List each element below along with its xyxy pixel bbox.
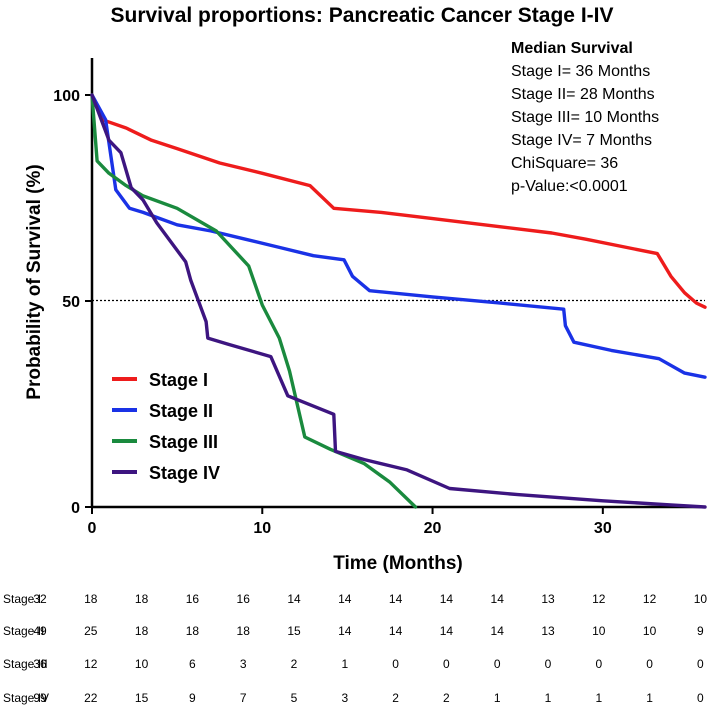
annotation-line: Stage I= 36 Months bbox=[511, 63, 650, 80]
risk-table-cell: 12 bbox=[84, 657, 98, 671]
risk-table-cell: 1 bbox=[545, 691, 552, 705]
risk-table-cell: 25 bbox=[84, 624, 98, 638]
series-lines bbox=[90, 93, 707, 509]
risk-table-cell: 3 bbox=[341, 691, 348, 705]
plot-area: 0 10 20 30 0 50 100 bbox=[53, 58, 707, 537]
risk-table-cell: 0 bbox=[392, 657, 399, 671]
risk-table-cell: 10 bbox=[643, 624, 657, 638]
axis-ticks: 0 10 20 30 0 50 100 bbox=[53, 88, 612, 537]
annotation-line: ChiSquare= 36 bbox=[511, 155, 618, 172]
legend-item-stage-i: Stage I bbox=[112, 370, 208, 390]
risk-table-cell: 99 bbox=[33, 691, 47, 705]
risk-table-cell: 0 bbox=[595, 657, 602, 671]
risk-table-cell: 49 bbox=[33, 624, 47, 638]
risk-table-cell: 18 bbox=[186, 624, 200, 638]
risk-table-cell: 14 bbox=[389, 624, 403, 638]
risk-table-cell: 18 bbox=[135, 624, 149, 638]
x-tick-label: 10 bbox=[253, 520, 271, 537]
risk-table-cell: 15 bbox=[287, 624, 301, 638]
x-tick-label: 20 bbox=[424, 520, 442, 537]
risk-row-label: Stage II bbox=[3, 624, 44, 638]
risk-table-cell: 18 bbox=[84, 592, 98, 606]
series-line-stage-i bbox=[90, 93, 707, 309]
risk-table-cell: 18 bbox=[135, 592, 149, 606]
risk-table-cell: 14 bbox=[287, 592, 301, 606]
legend-label: Stage III bbox=[149, 432, 218, 452]
risk-table-cell: 0 bbox=[697, 691, 704, 705]
risk-row-label: Stage III bbox=[3, 657, 48, 671]
annotation-line: Stage II= 28 Months bbox=[511, 86, 655, 103]
risk-table-cell: 14 bbox=[338, 624, 352, 638]
legend-item-stage-iii: Stage III bbox=[112, 432, 218, 452]
legend-item-stage-iv: Stage IV bbox=[112, 463, 220, 483]
risk-table-cell: 14 bbox=[491, 592, 505, 606]
risk-table-cell: 9 bbox=[189, 691, 196, 705]
risk-table-cell: 1 bbox=[595, 691, 602, 705]
risk-table-cell: 0 bbox=[494, 657, 501, 671]
risk-table-cell: 1 bbox=[494, 691, 501, 705]
risk-table-cell: 12 bbox=[592, 592, 606, 606]
chart-title: Survival proportions: Pancreatic Cancer … bbox=[111, 4, 614, 27]
y-tick-label: 0 bbox=[71, 500, 80, 517]
risk-row-label: Stage I bbox=[3, 592, 41, 606]
risk-table-cell: 0 bbox=[646, 657, 653, 671]
series-line-stage-ii bbox=[90, 93, 707, 379]
risk-table-cell: 18 bbox=[237, 624, 251, 638]
risk-table-cell: 7 bbox=[240, 691, 247, 705]
y-tick-label: 100 bbox=[53, 88, 80, 105]
risk-table-cell: 13 bbox=[541, 592, 555, 606]
risk-table-cell: 36 bbox=[33, 657, 47, 671]
legend-label: Stage IV bbox=[149, 463, 220, 483]
annotation-heading: Median Survival bbox=[511, 40, 633, 57]
y-axis-title: Probability of Survival (%) bbox=[24, 164, 45, 399]
legend-label: Stage II bbox=[149, 401, 213, 421]
series-line-stage-iv bbox=[90, 93, 707, 509]
risk-table-cell: 16 bbox=[237, 592, 251, 606]
risk-table-cell: 1 bbox=[646, 691, 653, 705]
risk-table-cell: 2 bbox=[291, 657, 298, 671]
risk-table-cell: 10 bbox=[592, 624, 606, 638]
risk-table-cell: 15 bbox=[135, 691, 149, 705]
number-at-risk-table: Stage I32 18 18 16 16 14 14 14 14 14 13 12 12 10Stage… bbox=[3, 592, 707, 705]
risk-row-label: Stage IV bbox=[3, 691, 49, 705]
risk-table-cell: 3 bbox=[240, 657, 247, 671]
risk-table-cell: 10 bbox=[135, 657, 149, 671]
risk-table-cell: 1 bbox=[341, 657, 348, 671]
legend-item-stage-ii: Stage II bbox=[112, 401, 213, 421]
x-tick-label: 30 bbox=[594, 520, 612, 537]
risk-table-cell: 2 bbox=[443, 691, 450, 705]
annotation-line: Stage IV= 7 Months bbox=[511, 132, 652, 149]
annotation-line: Stage III= 10 Months bbox=[511, 109, 659, 126]
risk-table-cell: 5 bbox=[291, 691, 298, 705]
y-tick-label: 50 bbox=[62, 294, 80, 311]
legend-label: Stage I bbox=[149, 370, 208, 390]
risk-table-cell: 0 bbox=[545, 657, 552, 671]
x-axis-title: Time (Months) bbox=[333, 553, 462, 574]
risk-table-cell: 14 bbox=[491, 624, 505, 638]
risk-table-cell: 16 bbox=[186, 592, 200, 606]
risk-table-cell: 9 bbox=[697, 624, 704, 638]
x-tick-label: 0 bbox=[88, 520, 97, 537]
risk-table-cell: 6 bbox=[189, 657, 196, 671]
risk-table-cell: 10 bbox=[694, 592, 708, 606]
risk-table-cell: 14 bbox=[440, 624, 454, 638]
risk-table-cell: 14 bbox=[389, 592, 403, 606]
risk-table-cell: 14 bbox=[338, 592, 352, 606]
risk-table-cell: 12 bbox=[643, 592, 657, 606]
risk-table-cell: 13 bbox=[541, 624, 555, 638]
risk-table-cell: 2 bbox=[392, 691, 399, 705]
risk-table-cell: 32 bbox=[33, 592, 47, 606]
risk-table-cell: 14 bbox=[440, 592, 454, 606]
risk-table-cell: 22 bbox=[84, 691, 98, 705]
risk-table-cell: 0 bbox=[443, 657, 450, 671]
risk-table-cell: 0 bbox=[697, 657, 704, 671]
legend: Stage I Stage II Stage III Stage IV bbox=[112, 370, 220, 483]
median-survival-annotation: Median Survival Stage I= 36 Months Stage… bbox=[511, 40, 659, 195]
annotation-line: p-Value:<0.0001 bbox=[511, 178, 628, 195]
